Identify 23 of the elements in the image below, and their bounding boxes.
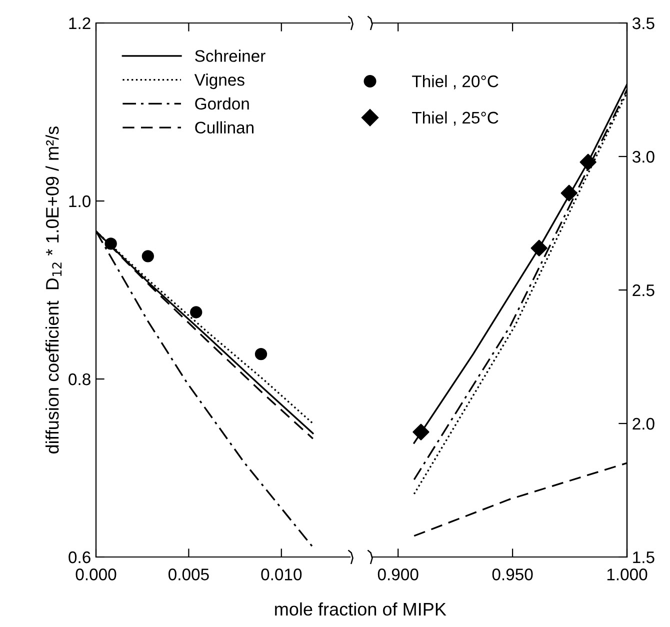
legend-label: Vignes bbox=[194, 74, 244, 90]
x-tick-label: 0.010 bbox=[261, 568, 302, 580]
y-axis-title: diffusion coefficient D$_{12}$ * 1.0E+09 / m²/s bbox=[45, 126, 62, 454]
y-tick-label: 1.0 bbox=[69, 195, 90, 208]
x-tick-label: 0.900 bbox=[378, 568, 418, 580]
y-tick-label: 0.6 bbox=[68, 551, 90, 564]
y-tick-label: 1.2 bbox=[69, 17, 90, 30]
legend-label: Thiel , 25°C bbox=[412, 111, 498, 126]
legend-label: Gordon bbox=[195, 97, 249, 110]
x-tick-label: 0.950 bbox=[492, 568, 533, 580]
y-tick-label: 0.8 bbox=[68, 373, 90, 386]
legend-label: Thiel , 20°C bbox=[412, 74, 498, 90]
y2-tick-label: 2.5 bbox=[632, 284, 654, 296]
y2-tick-label: 3.5 bbox=[632, 17, 654, 30]
y2-tick-label: 2.0 bbox=[632, 418, 654, 430]
y2-tick-label: 1.5 bbox=[633, 552, 654, 564]
x-tick-label: 0.005 bbox=[168, 568, 209, 580]
x-axis-title: mole fraction of MIPK bbox=[275, 602, 446, 616]
x-tick-label: 0.000 bbox=[76, 568, 116, 580]
legend-label: Schreiner bbox=[195, 50, 266, 62]
y2-tick-label: 3.0 bbox=[632, 150, 654, 163]
legend-label: Cullinan bbox=[195, 121, 254, 134]
x-tick-label: 1.000 bbox=[607, 568, 648, 580]
